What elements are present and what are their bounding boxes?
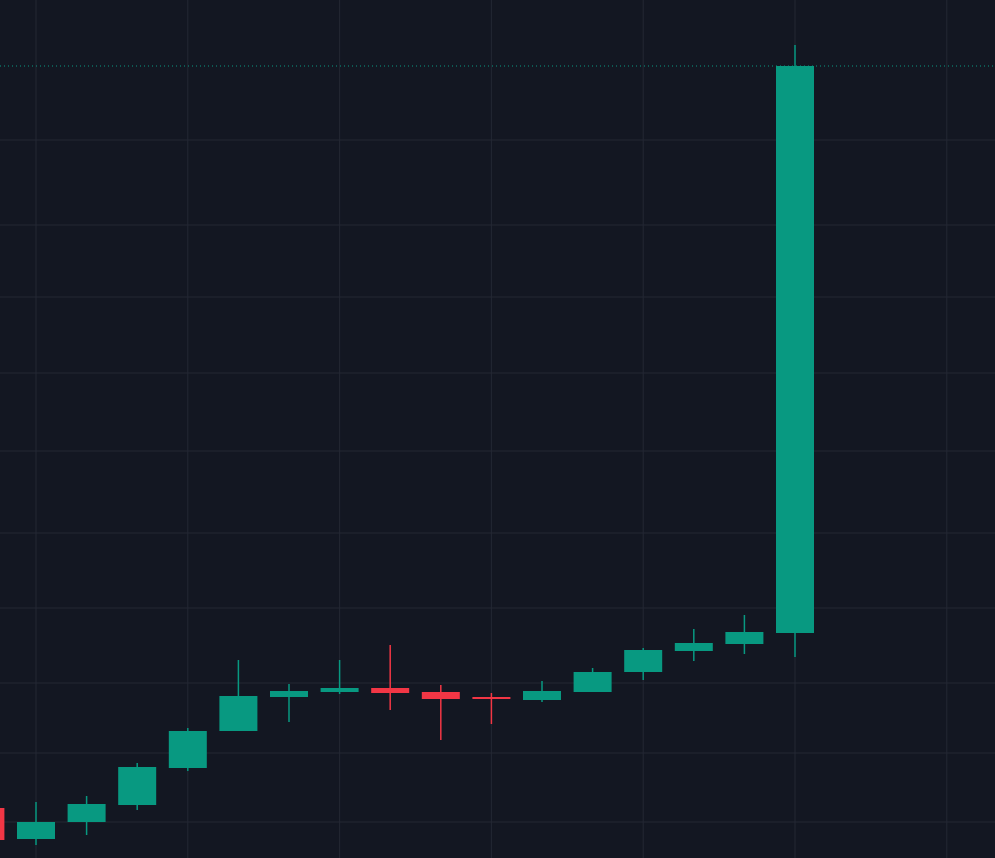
candle-body	[0, 808, 5, 840]
candle-body	[67, 804, 106, 822]
candle-body	[270, 691, 308, 697]
candle-body	[573, 672, 612, 692]
candle-body	[421, 692, 460, 699]
candle-body	[118, 767, 157, 805]
candle-body	[523, 691, 561, 700]
candle-body	[776, 66, 814, 633]
candle-body	[624, 650, 663, 672]
candle-body	[725, 632, 764, 644]
candle-body	[472, 697, 511, 699]
candle-body	[219, 696, 258, 731]
candle-body	[320, 688, 359, 692]
candle-body	[674, 643, 713, 651]
candle-body	[371, 688, 410, 693]
candle-body	[17, 822, 55, 839]
candle-body	[168, 731, 207, 768]
